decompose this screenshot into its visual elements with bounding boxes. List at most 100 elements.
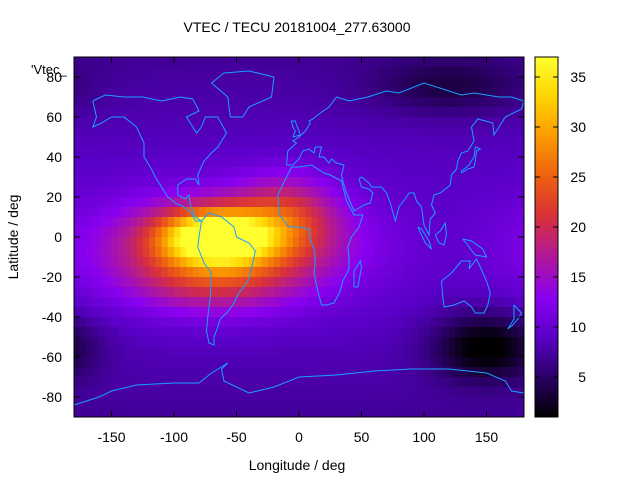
heatmap-cell	[305, 267, 312, 278]
heatmap-cell	[324, 87, 331, 98]
heatmap-cell	[430, 157, 437, 168]
heatmap-cell	[311, 397, 319, 408]
heatmap-cell	[242, 67, 250, 78]
heatmap-cell	[155, 117, 162, 128]
heatmap-cell	[236, 267, 244, 278]
heatmap-cell	[92, 97, 100, 108]
heatmap-cell	[474, 77, 481, 88]
heatmap-cell	[174, 117, 181, 128]
heatmap-cell	[280, 237, 287, 248]
heatmap-cell	[424, 237, 431, 248]
heatmap-cell	[467, 227, 475, 238]
heatmap-cell	[124, 377, 131, 388]
heatmap-cell	[336, 247, 344, 258]
heatmap-cell	[442, 127, 450, 138]
heatmap-cell	[155, 287, 162, 298]
heatmap-cell	[80, 327, 87, 338]
heatmap-cell	[230, 337, 237, 348]
heatmap-cell	[186, 397, 194, 408]
heatmap-cell	[149, 157, 156, 168]
heatmap-cell	[217, 147, 225, 158]
heatmap-cell	[330, 377, 337, 388]
heatmap-cell	[505, 267, 512, 278]
heatmap-cell	[80, 237, 87, 248]
heatmap-cell	[367, 67, 375, 78]
heatmap-cell	[411, 177, 419, 188]
heatmap-cell	[105, 117, 112, 128]
heatmap-cell	[136, 167, 144, 178]
heatmap-cell	[111, 367, 119, 378]
heatmap-cell	[236, 327, 244, 338]
heatmap-cell	[461, 387, 469, 398]
heatmap-cell	[461, 367, 469, 378]
heatmap-cell	[130, 227, 137, 238]
heatmap-cell	[80, 107, 87, 118]
heatmap-cell	[324, 307, 331, 318]
heatmap-cell	[180, 407, 187, 418]
heatmap-cell	[149, 137, 156, 148]
heatmap-cell	[380, 227, 387, 238]
heatmap-cell	[80, 177, 87, 188]
heatmap-cell	[349, 227, 356, 238]
heatmap-cell	[492, 247, 500, 258]
heatmap-cell	[149, 207, 156, 218]
colorbar-tick-label: 5	[578, 369, 586, 385]
heatmap-cell	[486, 97, 494, 108]
heatmap-cell	[430, 377, 437, 388]
heatmap-cell	[399, 317, 406, 328]
heatmap-cell	[274, 157, 281, 168]
heatmap-cell	[205, 267, 212, 278]
heatmap-cell	[249, 147, 256, 158]
heatmap-cell	[324, 397, 331, 408]
heatmap-cell	[92, 267, 100, 278]
heatmap-cell	[411, 267, 419, 278]
coastline-sumatra	[417, 226, 432, 250]
heatmap-cell	[405, 217, 412, 228]
heatmap-cell	[355, 397, 362, 408]
heatmap-cell	[430, 67, 437, 78]
heatmap-cell	[192, 207, 200, 218]
heatmap-cell	[430, 317, 437, 328]
heatmap-cell	[399, 67, 406, 78]
heatmap-cell	[224, 127, 231, 138]
heatmap-cell	[280, 77, 287, 88]
heatmap-cell	[261, 247, 269, 258]
heatmap-cell	[430, 167, 437, 178]
heatmap-cell	[255, 387, 262, 398]
heatmap-cell	[305, 57, 312, 68]
heatmap-cell	[399, 227, 406, 238]
heatmap-cell	[492, 137, 500, 148]
heatmap-cell	[86, 67, 94, 78]
heatmap-cell	[292, 67, 300, 78]
heatmap-cell	[417, 307, 425, 318]
heatmap-cell	[92, 247, 100, 258]
heatmap-cell	[474, 217, 481, 228]
heatmap-cell	[355, 107, 362, 118]
heatmap-cell	[386, 337, 394, 348]
heatmap-cell	[417, 297, 425, 308]
heatmap-cell	[355, 287, 362, 298]
heatmap-cell	[342, 267, 350, 278]
heatmap-cell	[117, 327, 125, 338]
heatmap-cell	[486, 387, 494, 398]
heatmap-cell	[461, 107, 469, 118]
heatmap-cell	[111, 57, 119, 68]
heatmap-cell	[230, 147, 237, 158]
heatmap-cell	[242, 77, 250, 88]
heatmap-cell	[449, 137, 456, 148]
heatmap-cell	[236, 387, 244, 398]
heatmap-cell	[311, 277, 319, 288]
heatmap-cell	[111, 277, 119, 288]
heatmap-cell	[261, 397, 269, 408]
heatmap-cell	[186, 187, 194, 198]
heatmap-cell	[330, 367, 337, 378]
heatmap-cell	[211, 407, 219, 418]
heatmap-cell	[242, 367, 250, 378]
heatmap-cell	[261, 177, 269, 188]
heatmap-cell	[455, 207, 462, 218]
heatmap-cell	[305, 167, 312, 178]
heatmap-cell	[261, 387, 269, 398]
heatmap-cell	[380, 107, 387, 118]
heatmap-cell	[249, 267, 256, 278]
heatmap-cell	[155, 317, 162, 328]
